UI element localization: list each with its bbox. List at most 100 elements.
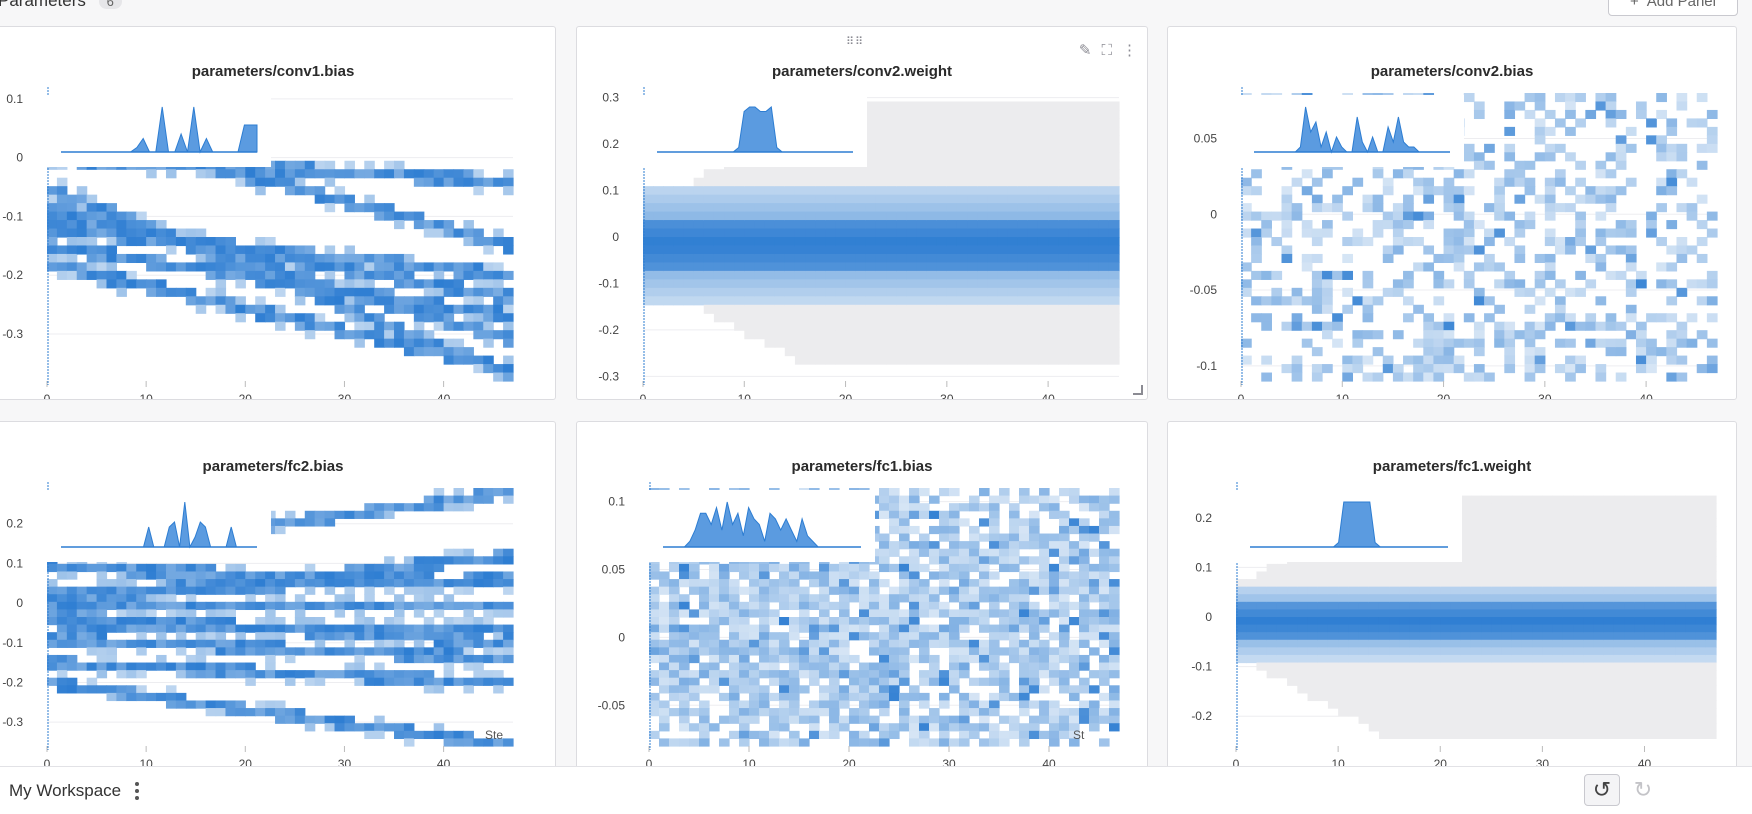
heatmap-cell <box>879 488 890 496</box>
heatmap-cell <box>949 670 960 678</box>
heatmap-cell <box>1504 356 1515 365</box>
heatmap-cell <box>1514 178 1525 187</box>
heatmap-cell <box>929 556 940 564</box>
heatmap-cell <box>739 700 750 708</box>
heatmap-cell <box>997 101 1008 110</box>
heatmap-cell <box>1697 161 1708 170</box>
heatmap-cell <box>1099 296 1110 305</box>
heatmap-cell <box>1342 186 1353 195</box>
heatmap-cell <box>869 602 880 610</box>
heatmap-cell <box>754 322 765 331</box>
add-panel-button[interactable]: + Add Panel <box>1608 0 1738 16</box>
heatmap-cell <box>937 195 948 204</box>
heatmap-cell <box>1626 313 1637 322</box>
heatmap-cell <box>1246 579 1257 587</box>
fullscreen-icon[interactable]: ⛶ <box>1101 42 1112 59</box>
heatmap-cell <box>1389 678 1400 686</box>
heatmap-cell <box>295 579 306 587</box>
heatmap-cell <box>1369 602 1380 610</box>
heatmap-cell <box>679 708 690 716</box>
heatmap-cell <box>663 186 674 195</box>
edit-pencil-icon[interactable]: ✎ <box>1079 41 1092 59</box>
heatmap-cell <box>1028 322 1039 331</box>
heatmap-cell <box>1277 609 1288 617</box>
heatmap-cell <box>959 609 970 617</box>
heatmap-cell <box>344 296 355 305</box>
heatmap-cell <box>1328 632 1339 640</box>
heatmap-cell <box>939 640 950 648</box>
heatmap-cell <box>949 571 960 579</box>
heatmap-cell <box>404 296 415 305</box>
heatmap-cell <box>1433 271 1444 280</box>
heatmap-cell <box>1359 602 1370 610</box>
heatmap-cell <box>1474 152 1485 161</box>
section-title[interactable]: Parameters 6 <box>0 0 122 11</box>
heatmap-cell <box>1099 178 1110 187</box>
heatmap-cell <box>679 564 690 572</box>
heatmap-cell <box>939 678 950 686</box>
heatmap-cell <box>869 678 880 686</box>
resize-handle-icon[interactable] <box>1133 385 1143 395</box>
heatmap-cell <box>805 178 816 187</box>
heatmap-cell <box>714 296 725 305</box>
heatmap-cell <box>805 195 816 204</box>
heatmap-cell <box>483 617 494 625</box>
heatmap-cell <box>819 571 830 579</box>
drag-handle-icon[interactable]: ⠿⠿ <box>846 39 864 45</box>
heatmap-cell <box>1676 203 1687 212</box>
heatmap-cell <box>1399 579 1410 587</box>
x-tick-label: 20 <box>239 392 253 399</box>
heatmap-cell <box>694 186 705 195</box>
heatmap-cell <box>414 640 425 648</box>
heatmap-cell <box>906 229 917 238</box>
heatmap-cell <box>1049 632 1060 640</box>
heatmap-cell <box>663 229 674 238</box>
heatmap-cell <box>47 212 58 221</box>
more-options-icon[interactable]: ⋮ <box>1122 41 1137 59</box>
heatmap-cell <box>699 663 710 671</box>
heatmap-cell <box>989 549 1000 557</box>
heatmap-cell <box>1049 496 1060 504</box>
heatmap-cell <box>1089 271 1100 280</box>
heatmap-cell <box>967 313 978 322</box>
heatmap-cell <box>819 625 830 633</box>
heatmap-cell <box>1666 373 1677 382</box>
heatmap-cell <box>434 632 445 640</box>
heatmap-cell <box>957 229 968 238</box>
heatmap-cell <box>1697 279 1708 288</box>
heatmap-cell <box>977 262 988 271</box>
heatmap-cell <box>889 609 900 617</box>
heatmap-cell <box>1049 723 1060 731</box>
heatmap-cell <box>424 262 435 271</box>
heatmap-cell <box>1049 647 1060 655</box>
heatmap-cell <box>979 617 990 625</box>
heatmap-cell <box>1545 254 1556 263</box>
heatmap-cell <box>929 632 940 640</box>
heatmap-cell <box>1403 356 1414 365</box>
heatmap-cell <box>1565 101 1576 110</box>
heatmap-cell <box>305 161 316 170</box>
heatmap-cell <box>709 640 720 648</box>
heatmap-cell <box>97 655 108 663</box>
heatmap-cell <box>325 195 336 204</box>
heatmap-cell <box>126 254 137 263</box>
heatmap-cell <box>57 254 68 263</box>
heatmap-cell <box>444 496 455 504</box>
heatmap-cell <box>1318 640 1329 648</box>
heatmap-cell <box>829 731 840 739</box>
heatmap-cell <box>414 655 425 663</box>
heatmap-cell <box>987 203 998 212</box>
heatmap-cell <box>1038 339 1049 348</box>
heatmap-cell <box>876 229 887 238</box>
heatmap-cell <box>689 579 700 587</box>
heatmap-cell <box>1399 564 1410 572</box>
heatmap-cell <box>779 723 790 731</box>
heatmap-cell <box>749 594 760 602</box>
